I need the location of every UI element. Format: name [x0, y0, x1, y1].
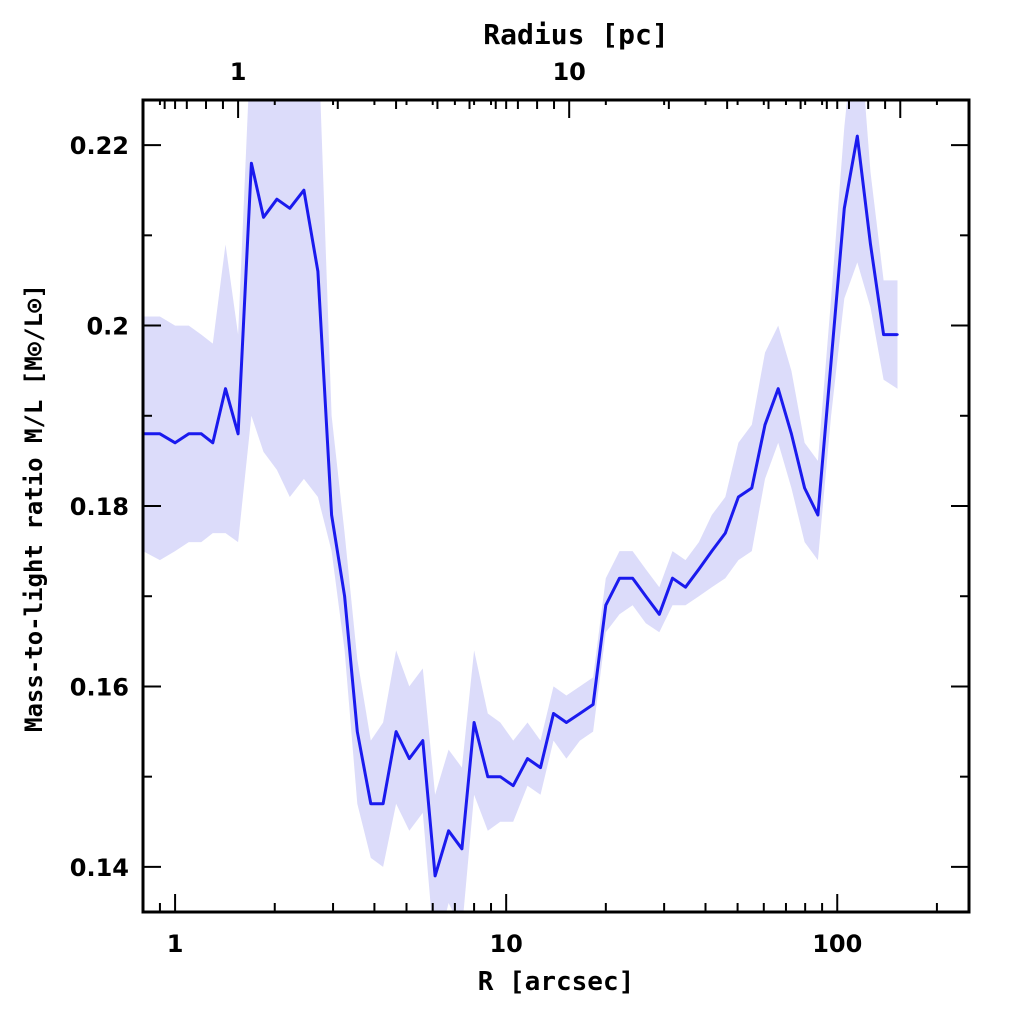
data-point: [526, 757, 529, 760]
data-point: [552, 712, 555, 715]
data-point: [829, 360, 833, 363]
x-tick-label: 1: [167, 930, 184, 958]
y-tick-label: 0.22: [70, 132, 129, 160]
data-point: [262, 216, 265, 219]
data-point: [236, 432, 240, 435]
data-point: [604, 604, 607, 607]
data-point: [250, 162, 253, 165]
data-point: [433, 874, 437, 878]
data-point: [882, 333, 885, 336]
x-tick-label: 10: [489, 930, 522, 958]
data-point: [356, 730, 359, 733]
data-point: [381, 802, 385, 805]
data-point: [856, 134, 859, 138]
data-point: [539, 766, 542, 769]
data-point: [316, 270, 320, 273]
data-point: [499, 775, 502, 778]
data-point: [644, 595, 647, 598]
data-point: [408, 757, 411, 760]
data-point: [187, 432, 190, 435]
top-tick-label: 1: [230, 58, 247, 86]
data-point: [843, 207, 846, 210]
data-point: [330, 513, 333, 517]
data-point: [697, 568, 701, 571]
data-point: [750, 486, 753, 490]
data-point: [302, 189, 306, 192]
y-tick-label: 0.18: [70, 493, 129, 521]
data-point: [369, 802, 372, 805]
data-point: [486, 775, 489, 778]
data-point: [658, 613, 661, 616]
data-point: [763, 423, 767, 426]
data-point: [724, 531, 727, 535]
data-point: [275, 198, 279, 201]
data-point: [394, 730, 398, 733]
data-point: [343, 595, 346, 598]
data-point: [565, 721, 568, 724]
x-tick-label: 100: [812, 930, 862, 958]
data-point: [421, 739, 424, 742]
uncertainty-band: [143, 100, 898, 912]
y-tick-label: 0.2: [86, 313, 129, 341]
data-point: [631, 577, 634, 580]
data-point: [869, 243, 872, 246]
top-axis-label: Radius [pc]: [483, 18, 668, 51]
data-point: [684, 586, 687, 589]
x-axis-label: R [arcsec]: [478, 967, 635, 997]
data-point: [211, 441, 214, 444]
data-point: [224, 387, 227, 390]
y-tick-label: 0.14: [70, 854, 129, 882]
data-point: [512, 784, 515, 787]
data-point: [173, 441, 177, 444]
data-point: [816, 513, 820, 517]
data-point: [472, 721, 476, 724]
data-point: [790, 432, 793, 435]
data-point: [710, 549, 713, 553]
data-point: [896, 333, 899, 336]
data-point: [591, 703, 595, 706]
y-axis-label: Mass-to-light ratio M/L [M⊙/L⊙]: [20, 284, 48, 732]
data-point: [578, 712, 582, 715]
data-point: [737, 495, 740, 499]
data-point: [460, 847, 464, 850]
y-tick-label: 0.16: [70, 673, 129, 701]
data-point: [447, 829, 450, 832]
data-point: [618, 577, 621, 580]
data-point: [158, 432, 162, 435]
data-point: [200, 432, 203, 435]
top-tick-label: 10: [552, 58, 585, 86]
data-point: [803, 486, 806, 490]
series-line: [143, 134, 898, 878]
data-point: [288, 207, 291, 210]
data-point: [777, 387, 780, 390]
data-point: [671, 577, 674, 580]
